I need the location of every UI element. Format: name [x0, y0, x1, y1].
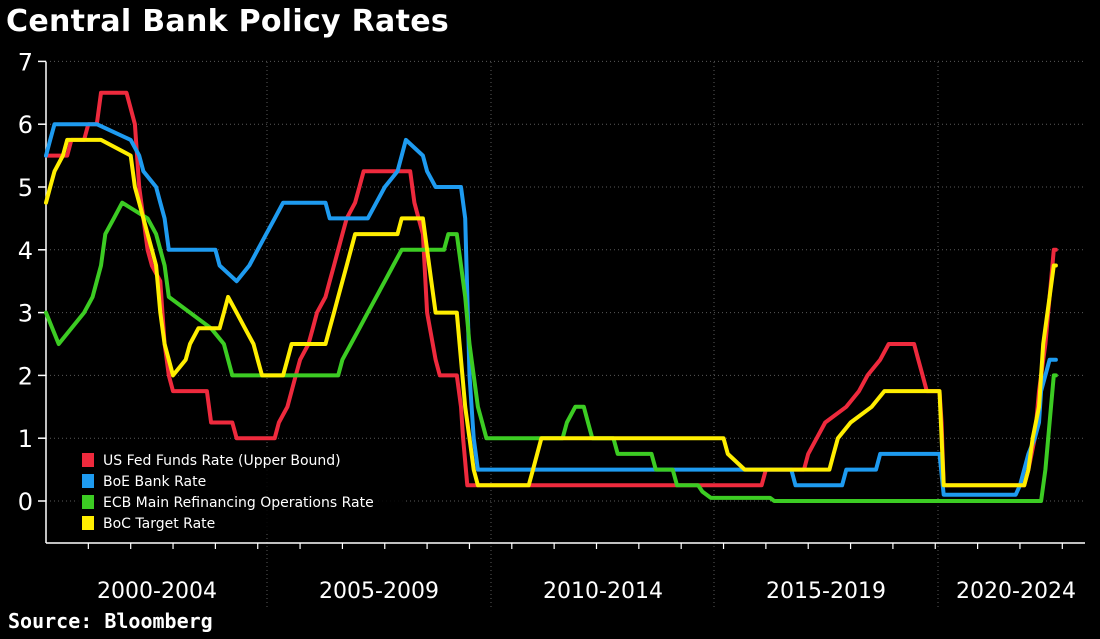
series-line-us [44, 90, 1058, 488]
legend-label: US Fed Funds Rate (Upper Bound) [103, 453, 341, 469]
y-tick-label: 1 [18, 425, 33, 453]
y-tick-label: 3 [18, 300, 33, 328]
legend-label: BoC Target Rate [103, 516, 215, 532]
x-tick-label: 2010-2014 [543, 579, 663, 604]
legend-swatch [82, 516, 94, 530]
x-tick-label: 2000-2004 [97, 579, 217, 604]
y-tick-label: 0 [18, 488, 33, 516]
legend-swatch [82, 474, 94, 488]
x-tick-label: 2015-2019 [766, 579, 886, 604]
legend-swatch [82, 495, 94, 509]
series-line-boe [44, 122, 1058, 497]
axes: 0 1 2 3 4 5 6 7 2000-2004 2005-2009 2010-2014 2015-… [18, 48, 1085, 604]
series-lines [44, 90, 1058, 503]
y-tick-label: 5 [18, 174, 33, 202]
series-line-ecb [44, 200, 1058, 503]
legend-label: ECB Main Refinancing Operations Rate [103, 495, 374, 511]
legend-box [76, 447, 404, 533]
y-tick-label: 6 [18, 111, 33, 139]
legend: US Fed Funds Rate (Upper Bound) BoE Bank … [76, 447, 404, 533]
y-tick-label: 7 [18, 48, 33, 76]
y-tick-label: 4 [18, 237, 33, 265]
y-tick-label: 2 [18, 362, 33, 390]
series-line-boc [44, 137, 1058, 488]
chart-title: Central Bank Policy Rates [6, 4, 450, 39]
legend-label: BoE Bank Rate [103, 474, 206, 490]
x-tick-label: 2020-2024 [956, 579, 1076, 604]
source-note: Source: Bloomberg [8, 609, 213, 633]
x-tick-label: 2005-2009 [319, 579, 439, 604]
legend-swatch [82, 453, 94, 467]
